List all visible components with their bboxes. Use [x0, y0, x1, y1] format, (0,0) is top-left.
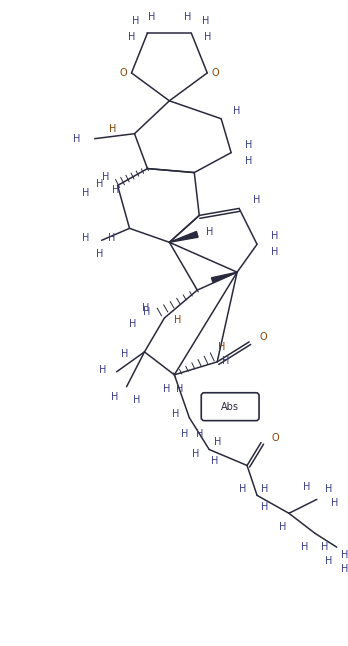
Text: H: H: [321, 542, 329, 552]
Text: H: H: [99, 365, 106, 375]
Text: H: H: [128, 32, 135, 42]
Text: H: H: [82, 189, 89, 198]
Text: H: H: [121, 349, 128, 359]
Text: H: H: [129, 319, 136, 329]
Text: H: H: [111, 391, 118, 402]
Text: H: H: [108, 233, 115, 244]
Text: H: H: [172, 409, 179, 419]
Text: H: H: [325, 556, 332, 566]
Text: H: H: [219, 342, 226, 352]
Text: H: H: [142, 303, 149, 313]
Text: O: O: [259, 332, 267, 342]
Polygon shape: [169, 231, 198, 242]
Text: H: H: [143, 307, 150, 317]
Text: H: H: [271, 231, 279, 242]
Text: H: H: [301, 542, 309, 552]
Text: H: H: [184, 12, 191, 22]
Text: H: H: [102, 172, 109, 182]
Text: H: H: [341, 564, 348, 574]
Text: H: H: [331, 498, 339, 508]
Text: H: H: [112, 185, 119, 196]
Text: H: H: [253, 196, 261, 205]
Text: H: H: [196, 428, 203, 439]
Text: H: H: [303, 483, 310, 492]
Text: H: H: [239, 484, 247, 494]
Text: H: H: [245, 140, 253, 150]
Text: H: H: [222, 356, 230, 366]
Text: H: H: [192, 448, 199, 459]
Text: H: H: [261, 503, 269, 512]
Text: H: H: [132, 16, 139, 26]
Text: H: H: [133, 395, 140, 404]
Text: H: H: [148, 12, 155, 22]
Text: H: H: [234, 106, 241, 116]
Text: H: H: [109, 124, 116, 134]
Text: H: H: [181, 428, 188, 439]
Text: H: H: [279, 522, 287, 532]
Text: O: O: [271, 433, 279, 443]
Text: H: H: [341, 550, 348, 560]
Text: Abs: Abs: [221, 402, 239, 412]
Polygon shape: [212, 272, 237, 282]
Text: H: H: [163, 384, 170, 394]
Text: H: H: [325, 484, 332, 494]
Text: H: H: [73, 134, 80, 143]
Text: H: H: [96, 178, 103, 189]
Text: H: H: [271, 247, 279, 257]
Text: H: H: [211, 457, 218, 466]
Text: O: O: [211, 68, 219, 78]
Text: H: H: [214, 437, 221, 446]
Text: H: H: [96, 249, 103, 259]
Text: H: H: [245, 156, 253, 165]
Text: H: H: [261, 484, 269, 494]
Text: H: H: [204, 32, 211, 42]
Text: H: H: [174, 315, 181, 325]
Text: H: H: [201, 16, 209, 26]
Text: O: O: [120, 68, 127, 78]
Text: H: H: [82, 233, 89, 244]
Text: H: H: [176, 384, 183, 394]
Text: H: H: [206, 227, 213, 237]
FancyBboxPatch shape: [201, 393, 259, 421]
